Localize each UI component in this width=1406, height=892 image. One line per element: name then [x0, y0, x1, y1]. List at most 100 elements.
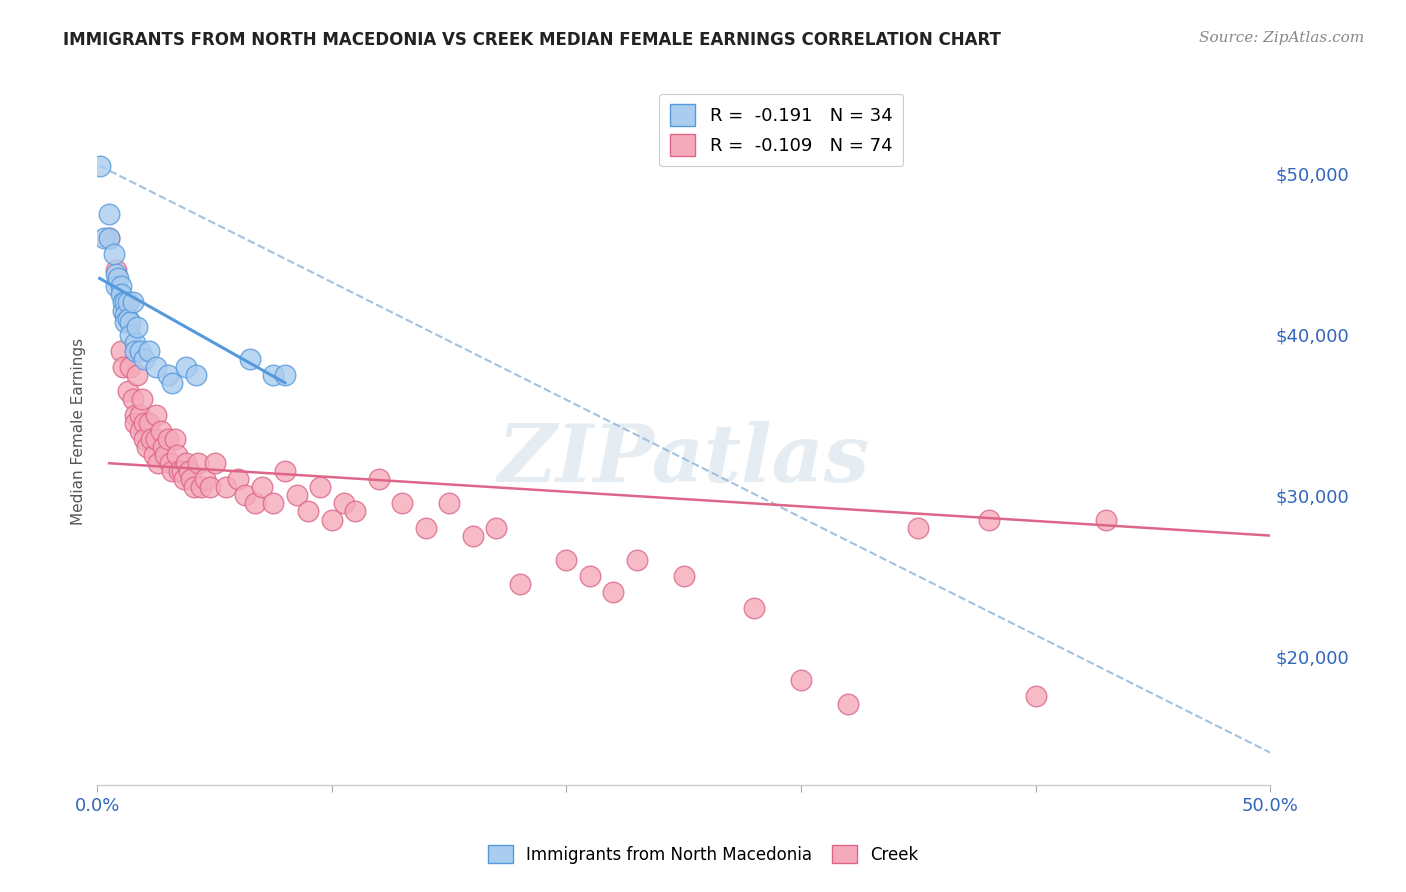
- Point: [117, 311, 139, 326]
- Point: [117, 295, 139, 310]
- Point: [198, 480, 221, 494]
- Point: [134, 416, 156, 430]
- Point: [391, 496, 413, 510]
- Point: [790, 673, 813, 688]
- Point: [461, 528, 484, 542]
- Point: [555, 552, 578, 566]
- Point: [89, 159, 111, 173]
- Point: [285, 488, 308, 502]
- Point: [184, 368, 207, 382]
- Legend: Immigrants from North Macedonia, Creek: Immigrants from North Macedonia, Creek: [481, 838, 925, 871]
- Point: [134, 432, 156, 446]
- Point: [204, 456, 226, 470]
- Point: [110, 287, 132, 301]
- Point: [169, 464, 191, 478]
- Point: [579, 568, 602, 582]
- Point: [127, 319, 149, 334]
- Point: [332, 496, 354, 510]
- Point: [121, 392, 143, 406]
- Point: [128, 424, 150, 438]
- Point: [120, 359, 142, 374]
- Point: [837, 698, 859, 712]
- Point: [176, 359, 198, 374]
- Point: [170, 464, 193, 478]
- Point: [977, 512, 1000, 526]
- Point: [243, 496, 266, 510]
- Point: [124, 335, 146, 350]
- Point: [274, 464, 297, 478]
- Point: [112, 359, 135, 374]
- Point: [297, 504, 319, 518]
- Point: [183, 480, 205, 494]
- Point: [509, 576, 531, 591]
- Point: [138, 343, 160, 358]
- Point: [177, 464, 200, 478]
- Point: [120, 315, 142, 329]
- Point: [166, 448, 188, 462]
- Point: [485, 520, 508, 534]
- Point: [187, 456, 209, 470]
- Point: [110, 343, 132, 358]
- Point: [176, 456, 198, 470]
- Point: [180, 472, 202, 486]
- Point: [602, 585, 624, 599]
- Point: [233, 488, 256, 502]
- Point: [907, 520, 929, 534]
- Point: [1095, 512, 1118, 526]
- Point: [152, 440, 174, 454]
- Point: [159, 456, 181, 470]
- Point: [145, 408, 167, 422]
- Point: [162, 464, 184, 478]
- Point: [142, 448, 165, 462]
- Point: [98, 231, 121, 245]
- Point: [128, 343, 150, 358]
- Legend: R =  -0.191   N = 34, R =  -0.109   N = 74: R = -0.191 N = 34, R = -0.109 N = 74: [659, 94, 904, 167]
- Point: [135, 440, 157, 454]
- Point: [114, 295, 136, 310]
- Point: [1025, 690, 1047, 704]
- Point: [120, 327, 142, 342]
- Point: [148, 456, 170, 470]
- Text: IMMIGRANTS FROM NORTH MACEDONIA VS CREEK MEDIAN FEMALE EARNINGS CORRELATION CHAR: IMMIGRANTS FROM NORTH MACEDONIA VS CREEK…: [63, 31, 1001, 49]
- Text: Source: ZipAtlas.com: Source: ZipAtlas.com: [1198, 31, 1364, 45]
- Point: [105, 263, 128, 277]
- Point: [107, 271, 129, 285]
- Point: [128, 408, 150, 422]
- Point: [93, 231, 115, 245]
- Point: [103, 247, 125, 261]
- Point: [274, 368, 297, 382]
- Point: [173, 472, 195, 486]
- Point: [149, 424, 172, 438]
- Point: [105, 267, 128, 281]
- Point: [145, 359, 167, 374]
- Point: [156, 368, 179, 382]
- Point: [105, 279, 128, 293]
- Point: [134, 351, 156, 366]
- Point: [98, 207, 121, 221]
- Point: [98, 231, 121, 245]
- Point: [141, 432, 163, 446]
- Point: [262, 368, 284, 382]
- Point: [163, 432, 186, 446]
- Point: [672, 568, 695, 582]
- Point: [309, 480, 332, 494]
- Text: ZIPatlas: ZIPatlas: [498, 421, 870, 498]
- Point: [112, 303, 135, 318]
- Point: [226, 472, 249, 486]
- Point: [124, 416, 146, 430]
- Point: [250, 480, 273, 494]
- Point: [344, 504, 367, 518]
- Point: [239, 351, 262, 366]
- Point: [121, 295, 143, 310]
- Point: [415, 520, 437, 534]
- Point: [194, 472, 217, 486]
- Point: [124, 408, 146, 422]
- Point: [156, 432, 179, 446]
- Point: [190, 480, 212, 494]
- Point: [437, 496, 460, 510]
- Point: [124, 343, 146, 358]
- Point: [127, 368, 149, 382]
- Point: [215, 480, 238, 494]
- Point: [112, 295, 135, 310]
- Point: [114, 309, 136, 323]
